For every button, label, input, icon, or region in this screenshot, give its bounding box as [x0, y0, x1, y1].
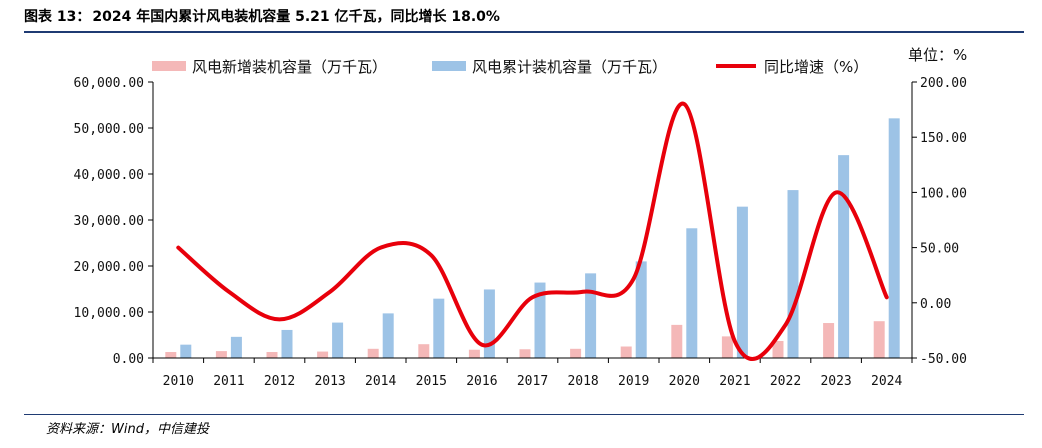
legend-swatch-cumulative [432, 61, 466, 71]
chart-canvas: 风电新增装机容量（万千瓦） 风电累计装机容量（万千瓦） 同比增速（%） 单位：%… [74, 46, 968, 389]
x-tick-label: 2024 [871, 374, 902, 389]
bar-cumulative-2016 [483, 289, 495, 358]
right-tick-label: 200.00 [920, 76, 967, 91]
bar-new-2013 [317, 351, 329, 358]
bar-new-2016 [468, 349, 480, 358]
x-axis-ticks: 2010 2011 2012 2013 2014 2015 2016 2017 2018 2019… [163, 374, 903, 389]
legend-swatch-new [152, 61, 186, 71]
bar-cumulative-2010 [180, 344, 192, 358]
bar-cumulative-2024 [888, 118, 900, 358]
left-tick-label: 60,000.00 [74, 76, 144, 91]
x-tick-label: 2022 [770, 374, 801, 389]
right-axis-ticks: -50.00 0.00 50.00 100.00 150.00 200.00 [912, 76, 967, 367]
left-tick-label: 0.00 [113, 352, 144, 367]
x-tick-label: 2012 [264, 374, 295, 389]
bar-new-2019 [620, 346, 632, 358]
right-axis-unit: 单位：% [908, 46, 967, 64]
bar-cumulative-2017 [534, 282, 546, 358]
series-cumulative-bars [180, 118, 900, 358]
legend-label-new: 风电新增装机容量（万千瓦） [192, 58, 387, 76]
bar-new-2014 [367, 348, 379, 358]
bar-cumulative-2020 [686, 228, 698, 358]
figure-label: 图表 13： [24, 9, 91, 25]
bar-cumulative-2011 [230, 336, 242, 358]
x-tick-label: 2013 [314, 374, 345, 389]
right-tick-label: -50.00 [920, 352, 967, 367]
x-tick-label: 2020 [669, 374, 700, 389]
right-tick-label: 0.00 [920, 297, 951, 312]
legend-label-yoy: 同比增速（%） [764, 58, 868, 76]
bar-new-2010 [165, 352, 177, 358]
left-tick-label: 10,000.00 [74, 306, 144, 321]
bar-cumulative-2013 [332, 322, 344, 358]
series-yoy-line [176, 102, 889, 361]
x-tick-label: 2010 [163, 374, 194, 389]
legend-label-cumulative: 风电累计装机容量（万千瓦） [472, 58, 667, 76]
right-tick-label: 150.00 [920, 131, 967, 146]
bar-cumulative-2015 [433, 298, 445, 358]
x-tick-label: 2019 [618, 374, 649, 389]
top-rule [24, 31, 1024, 33]
x-tick-label: 2011 [213, 374, 244, 389]
bar-new-2018 [570, 348, 582, 358]
x-tick-label: 2021 [719, 374, 750, 389]
left-tick-label: 30,000.00 [74, 214, 144, 229]
bar-new-2012 [266, 352, 278, 358]
bar-new-2017 [519, 349, 531, 358]
bar-new-2022 [772, 340, 784, 358]
source-note: 资料来源：Wind，中信建投 [46, 422, 209, 437]
bar-cumulative-2019 [635, 261, 647, 358]
bar-new-2020 [671, 324, 683, 358]
bar-cumulative-2018 [585, 273, 597, 358]
bar-cumulative-2014 [382, 313, 394, 358]
left-tick-label: 40,000.00 [74, 168, 144, 183]
bar-new-2015 [418, 344, 430, 358]
right-tick-label: 50.00 [920, 242, 959, 257]
x-tick-label: 2015 [416, 374, 447, 389]
series-new-bars [165, 321, 885, 358]
x-tick-label: 2018 [567, 374, 598, 389]
axes [152, 82, 913, 363]
figure-title: 2024 年国内累计风电装机容量 5.21 亿千瓦，同比增长 18.0% [92, 9, 500, 25]
x-tick-label: 2023 [820, 374, 851, 389]
bottom-rule [24, 414, 1024, 415]
x-tick-label: 2014 [365, 374, 396, 389]
legend: 风电新增装机容量（万千瓦） 风电累计装机容量（万千瓦） 同比增速（%） [152, 58, 868, 76]
bar-cumulative-2023 [838, 155, 850, 358]
left-tick-label: 20,000.00 [74, 260, 144, 275]
x-tick-label: 2017 [517, 374, 548, 389]
bar-new-2023 [823, 323, 835, 358]
bar-cumulative-2021 [736, 206, 748, 358]
bar-cumulative-2022 [787, 190, 799, 358]
x-tick-label: 2016 [466, 374, 497, 389]
figure-title-row: 图表 13： 2024 年国内累计风电装机容量 5.21 亿千瓦，同比增长 18… [24, 4, 1024, 28]
bar-new-2011 [215, 351, 227, 358]
left-axis-ticks: 0.00 10,000.00 20,000.00 30,000.00 40,000.00… [74, 76, 153, 367]
bar-new-2024 [873, 321, 885, 358]
bar-cumulative-2012 [281, 329, 293, 358]
bar-new-2021 [721, 336, 733, 358]
right-tick-label: 100.00 [920, 186, 967, 201]
left-tick-label: 50,000.00 [74, 122, 144, 137]
